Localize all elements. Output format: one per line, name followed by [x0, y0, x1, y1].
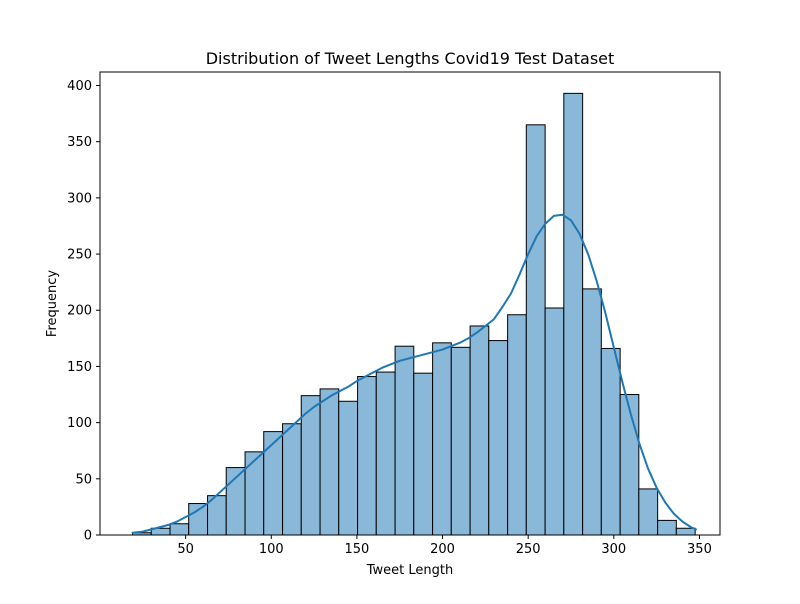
plot-frame [99, 71, 721, 536]
x-tick-label: 150 [344, 542, 369, 557]
x-axis-label: Tweet Length [366, 563, 454, 578]
histogram-bar-27 [619, 394, 640, 536]
x-tick-label: 50 [177, 542, 194, 557]
histogram-bar-9 [282, 423, 302, 536]
y-tick-label: 250 [67, 248, 92, 263]
x-tick-label: 300 [601, 542, 626, 557]
histogram-bar-20 [488, 340, 509, 536]
histogram-bar-28 [638, 488, 659, 536]
y-tick-label: 300 [67, 191, 92, 206]
histogram-bar-19 [469, 325, 490, 536]
y-tick-label: 200 [67, 304, 92, 319]
y-axis: 0 50 100 150 200 250 300 350 400 [67, 79, 100, 544]
histogram-bar-22 [525, 124, 546, 536]
histogram-bar-7 [244, 451, 265, 536]
histogram-bar-29 [657, 519, 677, 536]
histogram-bars [132, 92, 696, 536]
histogram-bar-10 [300, 395, 321, 536]
histogram-bar-26 [600, 347, 621, 536]
x-axis: 50 100 150 200 250 300 350 [177, 535, 712, 557]
y-tick-label: 350 [67, 135, 92, 150]
histogram-bar-30 [675, 527, 696, 536]
histogram-bar-21 [507, 314, 527, 536]
histogram-bar-17 [432, 342, 452, 536]
x-tick-label: 200 [430, 542, 455, 557]
histogram-bar-13 [357, 376, 377, 536]
histogram-bar-4 [188, 503, 209, 536]
histogram-bar-3 [169, 523, 190, 536]
kde-curve-layer [131, 213, 698, 534]
histogram-bar-24 [563, 92, 584, 536]
histogram-bar-12 [338, 400, 359, 536]
kde-curve [131, 213, 698, 534]
histogram-bar-15 [394, 345, 415, 536]
y-tick-label: 400 [67, 79, 92, 94]
x-tick-label: 250 [516, 542, 541, 557]
y-tick-label: 100 [67, 416, 92, 431]
y-axis-label: Frequency [45, 270, 60, 337]
histogram-bar-23 [544, 307, 565, 536]
histogram-bar-8 [263, 431, 284, 536]
histogram-bar-11 [319, 388, 340, 536]
y-tick-label: 150 [67, 360, 92, 375]
x-tick-label: 350 [687, 542, 712, 557]
y-tick-label: 50 [75, 472, 92, 487]
y-tick-label: 0 [84, 529, 92, 544]
histogram-bar-14 [375, 371, 396, 536]
histogram-bar-18 [450, 346, 471, 536]
chart-title: Distribution of Tweet Lengths Covid19 Te… [206, 49, 615, 68]
histogram-bar-16 [413, 372, 434, 536]
x-tick-label: 100 [259, 542, 284, 557]
histogram-bar-25 [582, 288, 602, 536]
